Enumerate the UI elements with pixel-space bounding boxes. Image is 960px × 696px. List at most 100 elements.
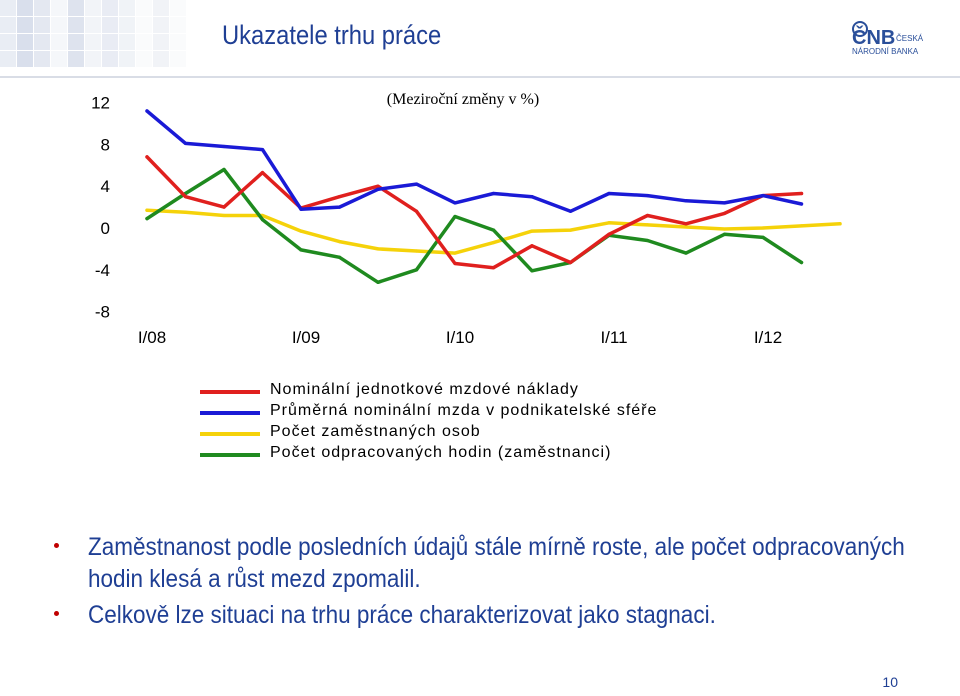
data-point bbox=[722, 201, 727, 205]
data-point bbox=[453, 261, 457, 266]
legend-label: Nominální jednotkové mzdové náklady bbox=[270, 381, 579, 398]
data-point bbox=[222, 213, 226, 218]
data-point bbox=[222, 205, 226, 209]
bullet-text: Zaměstnanost podle posledních údajů stál… bbox=[88, 533, 905, 593]
data-point bbox=[607, 232, 611, 236]
data-point bbox=[607, 191, 611, 196]
data-point bbox=[337, 255, 342, 259]
mosaic-tile bbox=[170, 17, 186, 33]
data-point bbox=[337, 205, 342, 209]
chart-subtitle: (Meziroční změny v %) bbox=[387, 91, 539, 108]
mosaic-tile bbox=[136, 17, 152, 33]
mosaic-tile bbox=[153, 0, 169, 16]
data-point bbox=[645, 238, 650, 243]
mosaic-tile bbox=[153, 17, 169, 33]
header-rule bbox=[0, 76, 960, 78]
mosaic-tile bbox=[136, 51, 152, 67]
data-point bbox=[414, 182, 419, 186]
mosaic-tile bbox=[51, 34, 67, 50]
mosaic-tile bbox=[34, 0, 50, 16]
data-point bbox=[337, 195, 342, 199]
chart-legend: Nominální jednotkové mzdové náklady Průmě… bbox=[200, 381, 900, 465]
legend-label: Počet zaměstnaných osob bbox=[270, 423, 481, 440]
mosaic-tile bbox=[51, 0, 67, 16]
mosaic-tile bbox=[170, 34, 186, 50]
data-point bbox=[684, 222, 688, 226]
svg-text:ČESKÁ: ČESKÁ bbox=[896, 34, 924, 43]
mosaic-tile bbox=[34, 34, 50, 50]
data-point bbox=[145, 155, 149, 159]
legend-item: Nominální jednotkové mzdové náklady bbox=[200, 381, 900, 401]
mosaic-tile bbox=[153, 51, 169, 67]
x-tick-label: I/10 bbox=[446, 328, 474, 347]
mosaic-tile bbox=[68, 34, 84, 50]
mosaic-tile bbox=[136, 0, 152, 16]
data-point bbox=[684, 225, 688, 229]
y-tick-label: 0 bbox=[101, 219, 110, 238]
y-tick-label: -8 bbox=[95, 303, 110, 322]
data-point bbox=[530, 244, 534, 248]
data-point bbox=[799, 191, 804, 196]
data-point bbox=[799, 260, 804, 265]
data-point bbox=[491, 266, 496, 270]
series-line bbox=[145, 155, 804, 270]
data-point bbox=[376, 247, 380, 251]
data-point bbox=[222, 144, 226, 149]
x-tick-label: I/09 bbox=[292, 328, 320, 347]
bullet-dot-icon bbox=[54, 543, 59, 548]
data-point bbox=[299, 248, 303, 252]
data-point bbox=[453, 251, 457, 255]
mosaic-tile bbox=[119, 34, 135, 50]
data-point bbox=[414, 249, 419, 253]
legend-swatch bbox=[200, 411, 260, 415]
mosaic-tile bbox=[51, 17, 67, 33]
mosaic-tile bbox=[17, 34, 33, 50]
data-point bbox=[491, 241, 496, 245]
bullet-list: Zaměstnanost podle posledních údajů stál… bbox=[48, 531, 948, 635]
data-point bbox=[530, 269, 534, 273]
mosaic-tile bbox=[51, 51, 67, 67]
y-tick-label: 12 bbox=[91, 94, 110, 113]
mosaic-tile bbox=[119, 0, 135, 16]
data-point bbox=[722, 232, 727, 236]
svg-text:ČNB: ČNB bbox=[852, 25, 895, 49]
data-point bbox=[530, 195, 534, 199]
mosaic-tile bbox=[119, 51, 135, 67]
mosaic-tile bbox=[119, 17, 135, 33]
y-tick-label: -4 bbox=[95, 261, 110, 280]
legend-swatch bbox=[200, 432, 260, 436]
data-point bbox=[299, 207, 303, 211]
slide-title: Ukazatele trhu práce bbox=[222, 20, 442, 50]
legend-label: Počet odpracovaných hodin (zaměstnanci) bbox=[270, 444, 612, 461]
cnb-logo: ČNB ČESKÁ NÁRODNÍ BANKA bbox=[852, 21, 924, 56]
data-point bbox=[722, 211, 727, 215]
mosaic-tile bbox=[153, 34, 169, 50]
mosaic-tile bbox=[102, 17, 118, 33]
data-point bbox=[222, 167, 226, 172]
data-point bbox=[414, 268, 419, 272]
data-point bbox=[530, 229, 534, 233]
data-point bbox=[376, 187, 380, 191]
data-point bbox=[453, 201, 457, 205]
svg-text:NÁRODNÍ BANKA: NÁRODNÍ BANKA bbox=[852, 47, 919, 56]
legend-item: Počet zaměstnaných osob bbox=[200, 423, 900, 443]
mosaic-tile bbox=[85, 34, 101, 50]
mosaic-tile bbox=[34, 51, 50, 67]
data-point bbox=[568, 209, 573, 213]
data-point bbox=[645, 194, 650, 198]
data-point bbox=[376, 280, 380, 284]
mosaic-tile bbox=[68, 0, 84, 16]
data-point bbox=[799, 202, 804, 206]
series-line bbox=[145, 109, 804, 214]
mosaic-tile bbox=[68, 51, 84, 67]
mosaic-tile bbox=[102, 51, 118, 67]
x-tick-label: I/08 bbox=[138, 328, 166, 347]
data-point bbox=[260, 218, 265, 222]
data-point bbox=[761, 194, 765, 198]
data-point bbox=[645, 213, 650, 218]
data-point bbox=[761, 226, 765, 230]
data-point bbox=[799, 224, 804, 228]
mosaic-tile bbox=[17, 0, 33, 16]
y-tick-label: 8 bbox=[101, 135, 110, 154]
mosaic-tile bbox=[85, 17, 101, 33]
